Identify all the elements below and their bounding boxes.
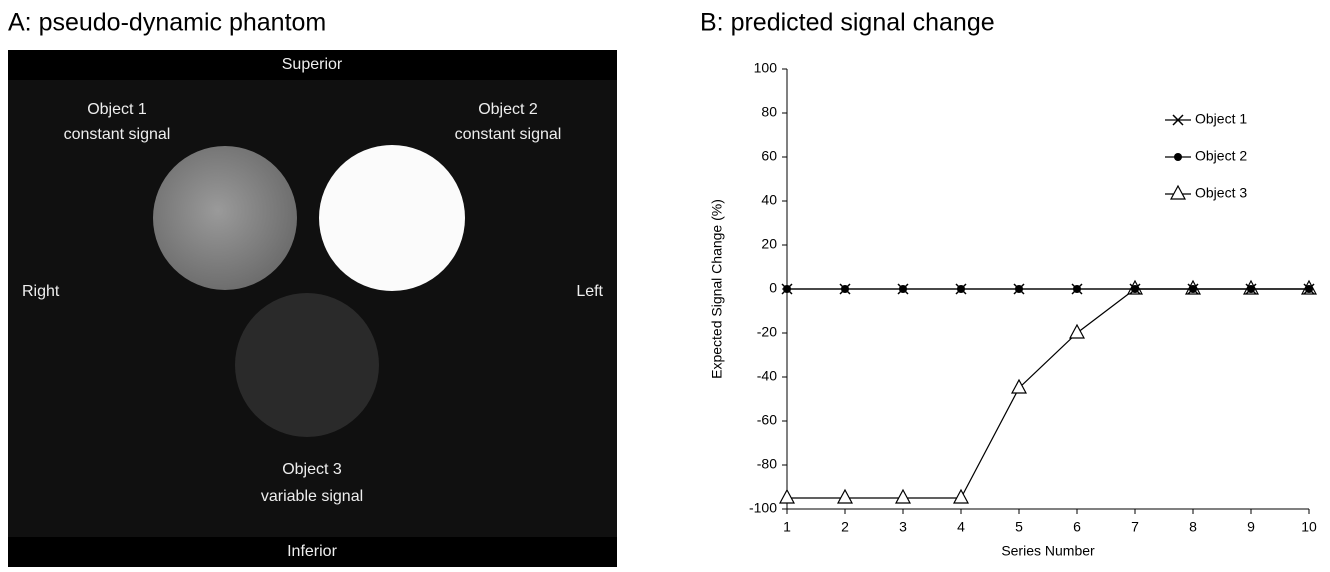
- marker-x: [1013, 283, 1025, 295]
- object-2-disc: [319, 145, 465, 291]
- x-tick-label: 7: [1131, 519, 1139, 535]
- marker-triangle: [952, 488, 970, 504]
- marker-triangle: [894, 488, 912, 504]
- x-tick-label: 1: [783, 519, 791, 535]
- marker-x: [955, 283, 967, 295]
- y-tick-label: 20: [761, 236, 777, 252]
- legend-marker: [1172, 114, 1184, 126]
- marker-x: [1071, 283, 1083, 295]
- x-tick-label: 6: [1073, 519, 1081, 535]
- marker-triangle: [778, 488, 796, 504]
- marker-x: [781, 283, 793, 295]
- x-tick-label: 5: [1015, 519, 1023, 535]
- series-line: [787, 288, 1309, 499]
- x-tick-label: 8: [1189, 519, 1197, 535]
- marker-x: [897, 283, 909, 295]
- y-tick-label: -60: [757, 412, 777, 428]
- y-tick-label: -40: [757, 368, 777, 384]
- object-note: variable signal: [261, 488, 363, 505]
- y-tick-label: -20: [757, 324, 777, 340]
- inferior-label: Inferior: [287, 543, 337, 560]
- y-tick-label: -100: [749, 500, 777, 516]
- y-tick-label: 60: [761, 148, 777, 164]
- y-tick-label: 80: [761, 104, 777, 120]
- top-bar: [8, 50, 617, 80]
- marker-x: [839, 283, 851, 295]
- object-label: Object 2: [478, 101, 538, 118]
- object-label: Object 3: [282, 461, 342, 478]
- object-3-disc: [235, 293, 379, 437]
- y-axis-label: Expected Signal Change (%): [709, 199, 725, 379]
- y-tick-label: 40: [761, 192, 777, 208]
- legend-label: Object 2: [1195, 148, 1247, 164]
- chart-title: B: predicted signal change: [700, 9, 995, 37]
- marker-triangle: [1068, 323, 1086, 339]
- marker-x: [1187, 283, 1199, 295]
- x-tick-label: 10: [1301, 519, 1317, 535]
- marker-triangle: [1010, 378, 1028, 394]
- x-tick-label: 3: [899, 519, 907, 535]
- y-tick-label: -80: [757, 456, 777, 472]
- x-axis-label: Series Number: [1001, 543, 1095, 559]
- x-tick-label: 2: [841, 519, 849, 535]
- panel-a-title: A: pseudo-dynamic phantom: [8, 9, 326, 37]
- bottom-bar: [8, 537, 617, 567]
- marker-x: [1129, 283, 1141, 295]
- x-tick-label: 9: [1247, 519, 1255, 535]
- marker-triangle: [836, 488, 854, 504]
- object-note: constant signal: [64, 126, 171, 143]
- object-note: constant signal: [455, 126, 562, 143]
- legend-marker: [1169, 184, 1187, 200]
- right-label: Right: [22, 283, 60, 300]
- marker-x: [1303, 283, 1315, 295]
- x-tick-label: 4: [957, 519, 965, 535]
- marker-x: [1245, 283, 1257, 295]
- object-label: Object 1: [87, 101, 147, 118]
- y-tick-label: 0: [769, 280, 777, 296]
- legend-label: Object 1: [1195, 111, 1247, 127]
- superior-label: Superior: [282, 56, 343, 73]
- y-tick-label: 100: [754, 60, 778, 76]
- object-1-disc: [153, 146, 297, 290]
- legend-marker: [1174, 153, 1182, 161]
- left-label: Left: [576, 283, 603, 300]
- legend-label: Object 3: [1195, 185, 1247, 201]
